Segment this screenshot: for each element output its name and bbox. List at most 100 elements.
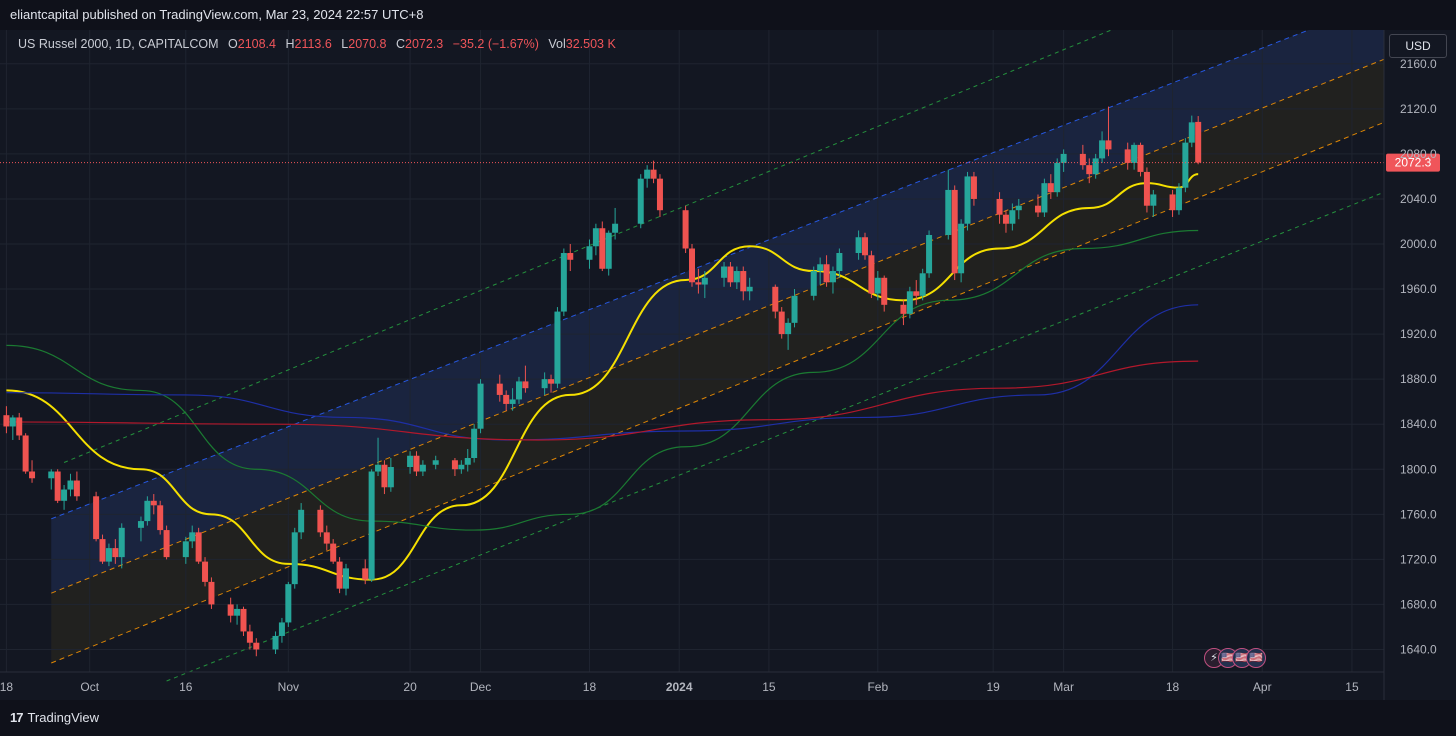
candle-body xyxy=(419,464,426,472)
candle-body xyxy=(9,417,16,427)
candle-body xyxy=(54,471,61,501)
price-chart[interactable]: 2072.3 1640.0 1680.0 1720.0 1760.0 1800.0 184… xyxy=(0,30,1456,700)
candle-body xyxy=(144,500,151,522)
candle-body xyxy=(387,467,394,488)
y-tick-label: 1880.0 xyxy=(1400,372,1437,386)
candle-body xyxy=(560,253,567,312)
candle-body xyxy=(323,532,330,544)
candle-body xyxy=(689,248,695,283)
candle-body xyxy=(772,286,779,312)
x-tick-label: Feb xyxy=(867,680,888,694)
candle-body xyxy=(919,273,926,296)
candle-body xyxy=(458,464,465,470)
candle-body xyxy=(817,264,824,272)
candle-body xyxy=(163,530,170,558)
candle-body xyxy=(1175,187,1182,211)
candle-body xyxy=(362,568,369,580)
candle-body xyxy=(496,383,503,395)
candle-body xyxy=(227,604,234,616)
candle-body xyxy=(778,311,785,335)
open-label: O xyxy=(228,37,238,51)
candle-body xyxy=(29,471,36,479)
candle-body xyxy=(22,435,29,472)
candle-body xyxy=(503,394,510,404)
y-tick-label: 2000.0 xyxy=(1400,237,1437,251)
candle-body xyxy=(1079,153,1086,166)
x-tick-label: Mar xyxy=(1053,680,1074,694)
publisher-header: eliantcapital published on TradingView.c… xyxy=(0,0,1456,30)
candle-body xyxy=(195,532,202,562)
x-tick-label: 16 xyxy=(179,680,193,694)
candle-body xyxy=(823,264,830,283)
candle-body xyxy=(1143,171,1150,206)
candle-body xyxy=(964,176,971,224)
candle-body xyxy=(246,631,253,643)
y-tick-label: 1680.0 xyxy=(1400,597,1437,611)
currency-button[interactable]: USD xyxy=(1389,34,1447,58)
candle-body xyxy=(407,455,414,468)
close-label: C xyxy=(395,37,405,51)
ma20-line xyxy=(6,173,1199,581)
candle-body xyxy=(1009,210,1016,224)
last-price-badge xyxy=(1386,153,1440,172)
candle-body xyxy=(727,266,734,283)
candle-body xyxy=(881,277,888,305)
candle-body xyxy=(432,460,439,465)
candle-body xyxy=(829,271,836,283)
candle-body xyxy=(554,311,561,384)
candle-body xyxy=(996,198,1003,215)
candle-body xyxy=(278,622,285,636)
brand-name: TradingView xyxy=(27,710,100,725)
y-tick-label: 2120.0 xyxy=(1400,102,1437,116)
y-tick-label: 2040.0 xyxy=(1400,192,1437,206)
candle-body xyxy=(637,178,644,224)
candle-body xyxy=(189,532,196,542)
candle-body xyxy=(118,527,125,558)
regression-channel-line xyxy=(166,191,1385,682)
high-value: 2113.6 xyxy=(294,37,332,51)
candle-body xyxy=(291,532,298,585)
candle-body xyxy=(298,509,305,533)
candle-body xyxy=(336,561,343,589)
y-tick-label: 1920.0 xyxy=(1400,327,1437,341)
candle-body xyxy=(451,460,458,470)
candle-body xyxy=(1150,194,1157,206)
ma50-line xyxy=(6,229,1199,531)
candle-body xyxy=(1188,122,1195,143)
candle-body xyxy=(343,568,349,589)
close-value: 2072.3 xyxy=(405,37,444,51)
low-value: 2070.8 xyxy=(348,37,387,51)
candle-body xyxy=(913,291,920,296)
regression-channel-line xyxy=(51,121,1385,664)
x-tick-label: Dec xyxy=(470,680,491,694)
low-label: L xyxy=(341,37,349,51)
economic-events[interactable]: ⚡ 🇺🇸 🇺🇸 🇺🇸 xyxy=(1204,648,1266,668)
candle-body xyxy=(599,228,606,269)
tradingview-logo[interactable]: 17 TradingView xyxy=(10,710,99,725)
tradingview-logo-icon: 17 xyxy=(10,710,24,725)
x-tick-label: 19 xyxy=(986,680,1000,694)
candle-body xyxy=(855,237,862,254)
last-price-label: 2072.3 xyxy=(1395,156,1432,170)
candle-body xyxy=(208,581,215,605)
candle-body xyxy=(1131,144,1138,163)
candle-body xyxy=(836,253,843,272)
candle-body xyxy=(73,480,80,497)
candle-body xyxy=(644,169,651,179)
y-tick-label: 1960.0 xyxy=(1400,282,1437,296)
candle-body xyxy=(862,237,868,256)
candle-body xyxy=(1182,142,1189,188)
x-tick-label: 2024 xyxy=(666,680,693,694)
ma100-line xyxy=(6,304,1199,441)
candle-body xyxy=(272,635,279,650)
candle-body xyxy=(592,228,599,247)
candle-body xyxy=(733,271,740,283)
change-value: −35.2 (−1.67%) xyxy=(452,37,539,51)
candle-body xyxy=(567,253,574,260)
volume-value: 32.503 K xyxy=(565,37,616,51)
us-flag-icon[interactable]: 🇺🇸 xyxy=(1246,648,1266,668)
candle-body xyxy=(330,543,337,562)
y-tick-label: 1640.0 xyxy=(1400,642,1437,656)
y-tick-label: 1760.0 xyxy=(1400,507,1437,521)
y-tick-label: 2160.0 xyxy=(1400,57,1437,71)
